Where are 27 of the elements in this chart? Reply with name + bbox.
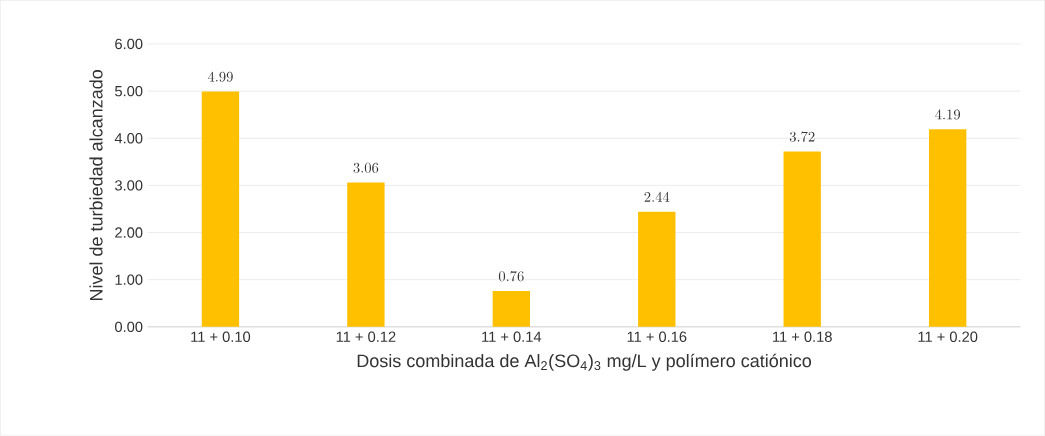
x-tick-label: 11 + 0.20 bbox=[918, 331, 978, 343]
y-tick-label: 3.00 bbox=[115, 180, 143, 191]
y-tick-label: 4.00 bbox=[114, 133, 143, 144]
x-tick-label: 11 + 0.10 bbox=[191, 331, 251, 343]
x-tick-label: 11 + 0.14 bbox=[482, 331, 542, 343]
data-label: 0.76 bbox=[498, 271, 524, 282]
data-label: 2.44 bbox=[644, 192, 670, 202]
y-tick-label: 6.00 bbox=[115, 39, 143, 50]
bar bbox=[783, 151, 821, 328]
data-label: 3.72 bbox=[789, 131, 815, 142]
bar bbox=[492, 291, 531, 328]
y-axis-title: Nivel de turbiedad alcanzado bbox=[89, 70, 103, 301]
y-tick-label: 2.00 bbox=[115, 227, 143, 238]
bar bbox=[201, 91, 240, 328]
bar bbox=[638, 212, 676, 328]
y-tick-label: 5.00 bbox=[115, 86, 143, 97]
data-label: 4. 19 bbox=[935, 109, 961, 120]
x-tick-label: 11 + 0.16 bbox=[627, 331, 687, 343]
x-tick-label: 11 + 0.18 bbox=[773, 331, 832, 343]
bar bbox=[347, 182, 385, 328]
y-tick-label: 1.00 bbox=[115, 274, 143, 286]
data-label: 4.99 bbox=[207, 71, 233, 83]
x-tick-label: 11 + 0.12 bbox=[336, 331, 396, 343]
x-axis-title: Dosis combinada de Al$_{2}$(SO$_{4}$)$_{3}$ mg/L y polímero catiónico bbox=[357, 354, 812, 372]
data-label: 3.06 bbox=[353, 163, 379, 174]
y-tick-label: 0.00 bbox=[115, 321, 143, 333]
bar bbox=[928, 129, 967, 328]
